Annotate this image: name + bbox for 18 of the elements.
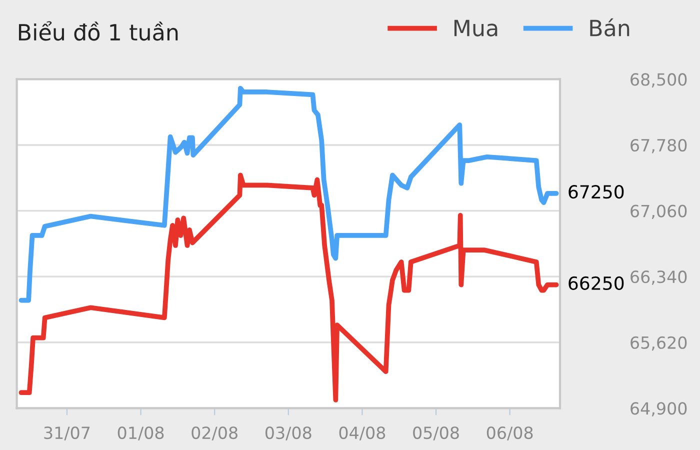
y-tick-label: 67,060 [630,204,687,220]
x-tick-label: 01/08 [118,426,164,440]
y-tick-label: 68,500 [630,73,687,88]
x-tick-label: 05/08 [413,426,459,440]
x-tick-label: 04/08 [339,426,386,440]
x-tick-label: 03/08 [265,426,312,440]
chart-title: Biểu đồ 1 tuần [18,21,178,41]
annotation: 66250 [568,276,624,290]
legend-label: Mua [454,20,498,36]
y-tick-label: 65,620 [630,336,687,351]
x-tick-label: 31/07 [44,426,90,440]
y-tick-label: 66,340 [630,270,687,285]
annotation: 67250 [568,185,624,199]
y-tick-label: 67,780 [630,138,687,154]
x-tick-label: 06/08 [486,426,533,440]
x-tick-label: 02/08 [192,426,238,440]
y-tick-label: 64,900 [630,402,687,416]
legend-label: Bán [590,18,630,36]
